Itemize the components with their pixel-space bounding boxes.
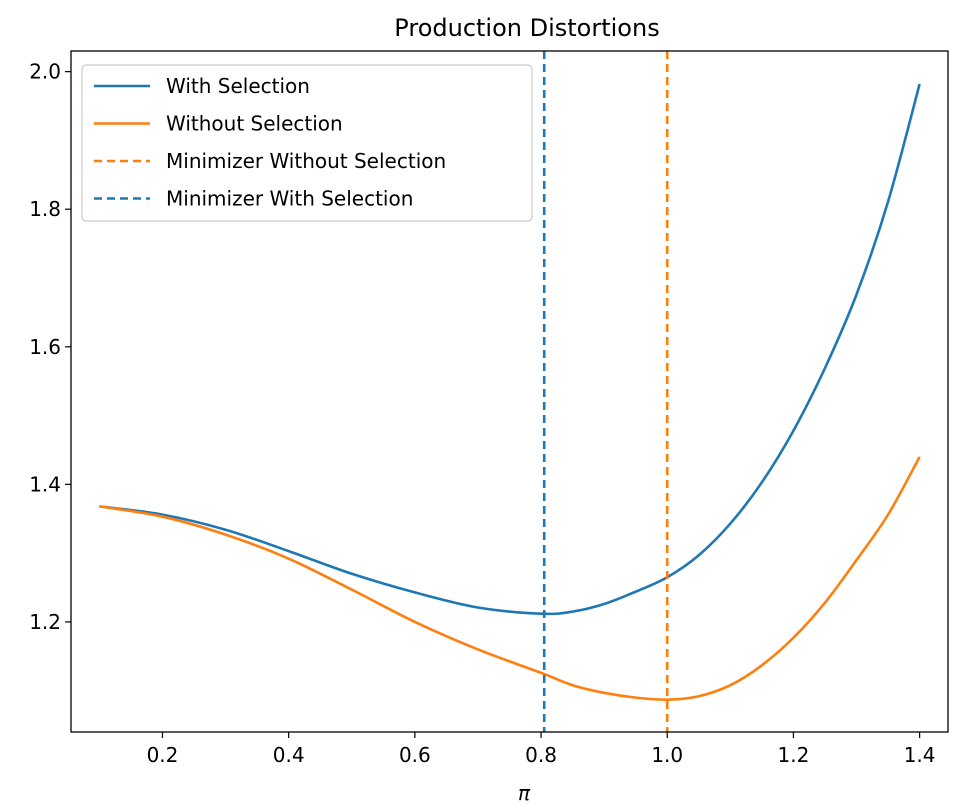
- axes-frame: [70, 50, 949, 733]
- plot-area: [99, 51, 921, 732]
- y-tick-label: 1.4: [29, 472, 61, 496]
- legend-label: Minimizer With Selection: [166, 187, 413, 211]
- y-tick-label: 1.6: [29, 335, 61, 359]
- legend: With Selection Without Selection Minimizer…: [81, 64, 533, 222]
- x-tick-label: 0.6: [399, 743, 431, 767]
- y-tick-label: 1.8: [29, 197, 61, 221]
- series-0-line: [99, 83, 921, 616]
- legend-label: Minimizer Without Selection: [166, 149, 446, 173]
- x-tick-label: 0.8: [525, 743, 557, 767]
- x-tick-label: 1.4: [904, 743, 936, 767]
- y-tick-label: 1.2: [29, 610, 61, 634]
- series-1-line: [99, 456, 921, 701]
- x-tick-label: 0.4: [273, 743, 305, 767]
- legend-label: Without Selection: [166, 112, 343, 136]
- chart-title: Production Distortions: [394, 14, 659, 42]
- x-tick-label: 0.2: [147, 743, 179, 767]
- axis-ticks: 0.2 0.4 0.6 0.8 1.0 1.2 1.4 1.2 1.4 1.6 1.8 2.0: [29, 60, 935, 767]
- legend-label: With Selection: [166, 74, 310, 98]
- x-tick-label: 1.2: [778, 743, 810, 767]
- x-axis-label: π: [518, 781, 531, 805]
- y-tick-label: 2.0: [29, 60, 61, 84]
- x-tick-label: 1.0: [651, 743, 683, 767]
- legend-box: [81, 64, 533, 222]
